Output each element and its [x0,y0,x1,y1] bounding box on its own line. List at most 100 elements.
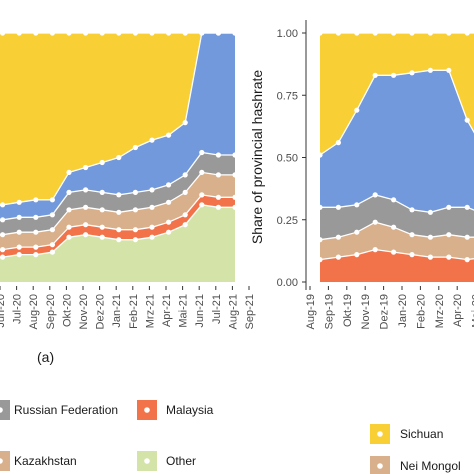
x-tick-label: Mai-20 [471,294,474,328]
x-tick-label: Nov-19 [360,294,372,329]
y-tick-label: 0.25 [277,215,298,227]
x-tick-label: Jan-21 [111,294,123,328]
point-s3 [335,204,341,210]
point-s4 [354,107,360,113]
y-axis-title-text: Share of provincial hashrate [249,70,265,245]
x-tick-label: Mrz-20 [434,294,446,328]
point-china [33,30,39,36]
point-china [49,30,56,36]
point-sichuan [446,30,452,36]
point-s1 [372,247,378,253]
x-tick-label: Feb-21 [128,294,140,329]
point-s1 [391,249,397,255]
point-other [0,254,6,260]
point-other [182,222,188,228]
point-s3 [317,204,323,210]
point-s1 [354,252,360,258]
point-malaysia [0,247,6,253]
legend-dot-nei-mongol [377,463,383,469]
point-usa [33,197,39,203]
point-china [166,30,172,36]
area-russian-federation [0,152,235,236]
y-tick-label: 0.75 [277,90,298,102]
point-other [116,237,122,243]
legend-label-malaysia: Malaysia [166,403,214,417]
x-tick-label: Jun-21 [194,294,206,328]
point-s4 [317,152,323,158]
legend-key-russian-federation [0,400,10,420]
point-malaysia [199,192,205,198]
x-tick-label: Nov-20 [78,294,90,329]
point-china [232,30,238,36]
point-kazakhstan [49,227,56,233]
x-tick-label: Mrz-21 [144,294,156,328]
point-china [83,30,89,36]
point-s4 [391,72,397,78]
point-other [83,232,89,238]
point-kazakhstan [199,169,205,175]
point-malaysia [116,227,122,233]
point-sichuan [427,30,433,36]
point-nei-mongol [335,234,341,240]
point-russian-federation [132,189,138,195]
point-other [49,249,56,255]
point-s1 [317,257,323,263]
point-malaysia [132,227,138,233]
point-s1 [409,252,415,258]
point-russian-federation [149,187,155,193]
boundary-line-russian-federation [0,151,235,221]
point-russian-federation [182,172,188,178]
point-russian-federation [99,189,105,195]
point-s1 [335,254,341,260]
boundary-line-other [0,204,235,259]
point-s3 [354,202,360,208]
point-s4 [372,72,378,78]
point-s3 [446,204,452,210]
point-s3 [409,207,415,213]
point-russian-federation [215,152,221,158]
point-other [33,252,39,258]
x-tick-label: Apr-20 [452,294,464,327]
x-tick-label: Dez-19 [379,294,391,329]
point-s3 [372,192,378,198]
area-china [0,33,235,206]
y-tick-label: 0.00 [277,277,298,289]
point-nei-mongol [354,229,360,235]
point-china [0,30,6,36]
point-kazakhstan [83,204,89,210]
point-usa [149,137,155,143]
point-china [99,30,105,36]
point-nei-mongol [391,224,397,230]
boundary-line-usa [0,32,235,206]
x-tick-label: Feb-20 [415,294,427,329]
point-russian-federation [33,214,39,220]
y-tick-label: 0.50 [277,153,298,165]
legend-label-sichuan: Sichuan [400,427,443,441]
point-russian-federation [0,217,6,223]
area-s4 [320,70,474,213]
point-sichuan [317,30,323,36]
point-malaysia [99,224,105,230]
point-nei-mongol [427,234,433,240]
point-other [215,204,221,210]
point-sichuan [409,30,415,36]
point-china [16,30,22,36]
x-tick-label: Jul-20 [12,294,24,324]
panel-a: Jun-20 Jul-20 Aug-20 Sep-20 Okt-20 Nov-20 Dez-… [0,30,256,329]
point-usa [132,144,138,151]
point-russian-federation [49,212,56,218]
point-usa [66,169,72,175]
panel-b: 0.00 0.25 0.50 0.75 1.00 Aug-19 Sep-19 Okt-19 No… [277,20,474,329]
point-nei-mongol [409,232,415,238]
point-usa [166,132,172,138]
point-other [66,234,72,240]
point-nei-mongol [446,232,452,238]
boundary-line-kazakhstan [0,171,235,236]
point-other [166,229,172,235]
x-tick-label: Aug-21 [227,294,239,329]
point-kazakhstan [232,172,238,178]
point-kazakhstan [215,172,221,178]
x-tick-label: Sep-20 [45,294,57,329]
point-s3 [391,197,397,203]
